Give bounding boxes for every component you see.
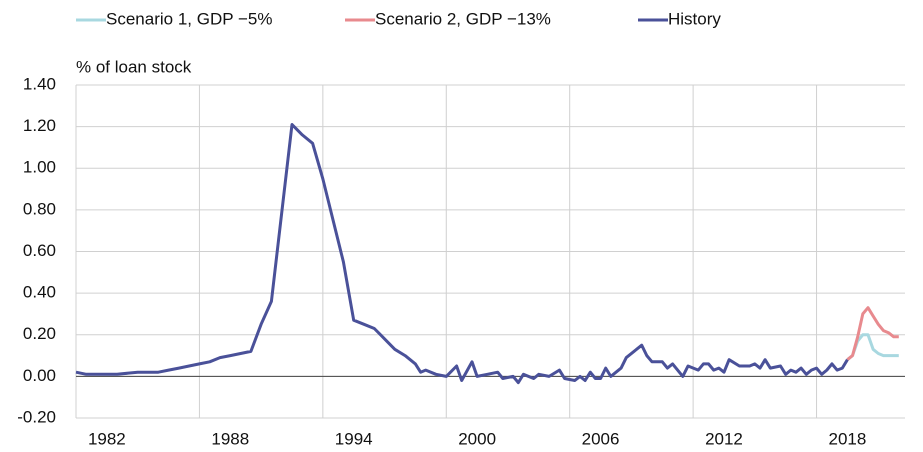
legend-label: History	[668, 9, 721, 28]
legend-label: Scenario 1, GDP −5%	[106, 9, 272, 28]
x-tick-label: 2018	[828, 429, 866, 448]
y-tick-label: 1.20	[23, 116, 56, 135]
series-line	[846, 306, 899, 361]
y-tick-label: 0.60	[23, 241, 56, 260]
x-tick-label: 1982	[88, 429, 126, 448]
series-line	[75, 123, 849, 385]
y-tick-label: -0.20	[17, 407, 56, 426]
x-tick-label: 1994	[335, 429, 373, 448]
x-tick-label: 1988	[211, 429, 249, 448]
y-tick-label: 0.80	[23, 199, 56, 218]
y-tick-label: 0.40	[23, 283, 56, 302]
legend-label: Scenario 2, GDP −13%	[375, 9, 551, 28]
x-tick-label: 2000	[458, 429, 496, 448]
y-tick-label: 0.20	[23, 324, 56, 343]
x-tick-label: 2006	[582, 429, 620, 448]
y-tick-label: 1.00	[23, 158, 56, 177]
x-tick-label: 2012	[705, 429, 743, 448]
y-tick-label: 0.00	[23, 366, 56, 385]
y-axis-label: % of loan stock	[76, 57, 192, 76]
y-tick-label: 1.40	[23, 74, 56, 93]
